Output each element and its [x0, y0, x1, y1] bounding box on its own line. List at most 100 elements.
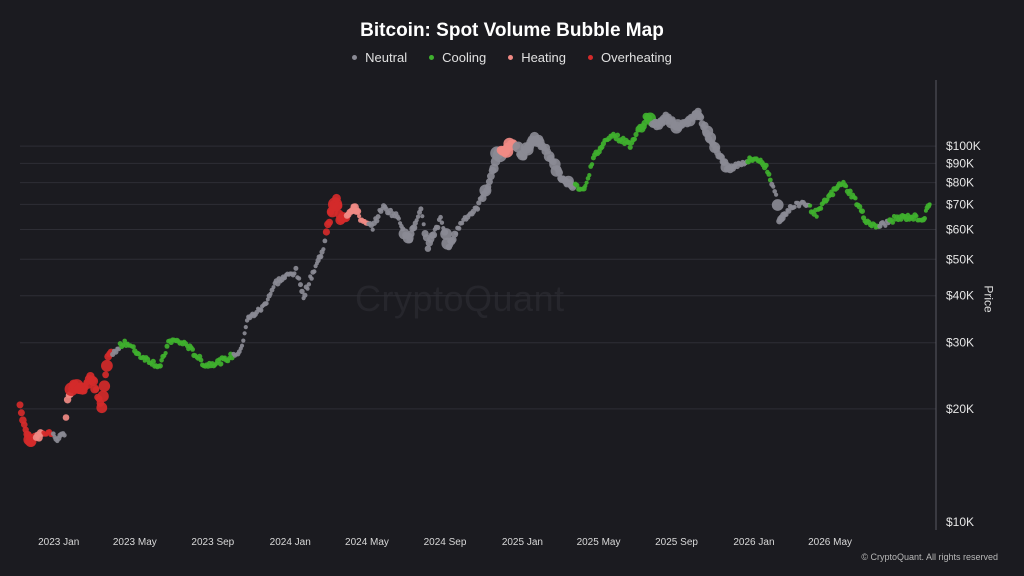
- bubble-cooling: [150, 358, 156, 365]
- bubble-cooling: [922, 216, 927, 221]
- legend-marker-neutral: [352, 55, 358, 60]
- bubble-cooling: [627, 144, 633, 150]
- bubble-neutral: [883, 223, 888, 228]
- bubble-cooling: [914, 213, 919, 219]
- bubble-overheating: [333, 201, 343, 211]
- bubble-neutral: [268, 291, 273, 296]
- bubble-neutral: [429, 231, 438, 239]
- legend-marker-overheating: [588, 55, 593, 60]
- bubble-overheating: [16, 401, 24, 409]
- bubble-neutral: [697, 113, 705, 121]
- bubble-heating: [357, 214, 362, 219]
- bubble-neutral: [420, 214, 425, 219]
- bubble-neutral: [375, 214, 381, 220]
- y-tick-label: $10K: [946, 515, 974, 529]
- y-axis-title: Price: [981, 285, 996, 313]
- bubble-neutral: [474, 206, 481, 212]
- bubble-neutral: [445, 243, 452, 251]
- bubble-neutral: [774, 192, 779, 197]
- bubble-overheating: [325, 218, 333, 226]
- bubble-neutral: [305, 286, 310, 291]
- bubble-cooling: [814, 214, 819, 219]
- bubble-neutral: [470, 208, 477, 215]
- bubble-neutral: [293, 265, 299, 271]
- y-tick-label: $60K: [946, 223, 974, 237]
- bubble-points: [16, 107, 932, 447]
- bubble-overheating: [97, 390, 109, 402]
- bubble-heating: [62, 414, 70, 421]
- legend-label-cooling: Cooling: [442, 50, 487, 65]
- bubble-cooling: [766, 171, 772, 177]
- bubble-neutral: [555, 168, 563, 177]
- bubble-cooling: [163, 351, 168, 356]
- x-tick-label: 2026 Jan: [733, 537, 774, 548]
- bubble-neutral: [415, 214, 421, 219]
- bubble-overheating: [332, 193, 341, 203]
- x-tick-label: 2023 Jan: [38, 537, 79, 548]
- watermark: CryptoQuant: [355, 278, 565, 319]
- bubble-neutral: [265, 297, 270, 302]
- bubble-neutral: [418, 206, 424, 212]
- legend-label-heating: Heating: [521, 50, 566, 65]
- legend-item-cooling[interactable]: Cooling: [429, 50, 486, 65]
- bubble-neutral: [424, 245, 432, 252]
- bubble-neutral: [62, 433, 67, 438]
- bubble-neutral: [406, 236, 413, 244]
- bubble-neutral: [435, 224, 441, 231]
- bubble-neutral: [449, 236, 457, 244]
- bubble-neutral: [512, 141, 524, 153]
- bubble-neutral: [312, 269, 317, 274]
- bubble-cooling: [847, 188, 853, 194]
- chart-title: Bitcoin: Spot Volume Bubble Map: [360, 20, 664, 41]
- bubble-cooling: [890, 220, 895, 225]
- bubble-cooling: [633, 131, 639, 138]
- bubble-cooling: [218, 361, 224, 367]
- x-tick-label: 2024 Sep: [424, 537, 467, 548]
- axes: $10K $20K $30K $40K $50K $60K $70K $80K $90K $100…: [38, 80, 981, 548]
- bubble-cooling: [130, 344, 136, 350]
- legend-label-overheating: Overheating: [601, 50, 672, 65]
- bubble-neutral: [242, 331, 247, 336]
- y-tick-label: $100K: [946, 139, 981, 153]
- grid-lines: [20, 145, 936, 410]
- bubble-cooling: [122, 338, 127, 344]
- bubble-cooling: [615, 132, 621, 138]
- bubble-cooling: [164, 343, 170, 349]
- bubble-overheating: [96, 402, 108, 414]
- y-tick-label: $80K: [946, 176, 974, 190]
- legend: Neutral Cooling Heating Overheating: [0, 50, 1024, 65]
- bubble-neutral: [440, 228, 452, 240]
- bubble-neutral: [410, 224, 418, 232]
- bubble-neutral: [321, 247, 326, 252]
- legend-item-overheating[interactable]: Overheating: [588, 50, 672, 65]
- bubble-overheating: [101, 359, 113, 372]
- copyright-notice: © CryptoQuant. All rights reserved: [861, 552, 998, 562]
- bubble-cooling: [763, 162, 769, 169]
- bubble-overheating: [21, 421, 28, 429]
- bubble-neutral: [414, 218, 419, 223]
- bubble-neutral: [421, 222, 426, 227]
- bubble-neutral: [407, 230, 415, 238]
- bubble-cooling: [137, 351, 142, 357]
- bubble-overheating: [88, 376, 99, 387]
- bubble-neutral: [388, 207, 393, 213]
- bubble-cooling: [632, 136, 637, 142]
- y-tick-label: $50K: [946, 252, 974, 266]
- bubble-neutral: [771, 199, 784, 211]
- bubble-cooling: [853, 196, 858, 201]
- bubble-neutral: [438, 214, 443, 220]
- bubble-cooling: [927, 202, 932, 207]
- bubble-neutral: [264, 301, 269, 306]
- bubble-neutral: [241, 338, 246, 343]
- y-tick-label: $90K: [946, 156, 974, 170]
- bubble-neutral: [771, 184, 776, 189]
- bubble-cooling: [583, 183, 588, 189]
- bubble-neutral: [792, 205, 797, 209]
- bubble-neutral: [296, 276, 302, 281]
- bubble-neutral: [239, 343, 245, 348]
- bubble-neutral: [459, 221, 465, 226]
- legend-item-neutral[interactable]: Neutral: [352, 50, 407, 65]
- bubble-neutral: [302, 292, 308, 298]
- bubble-overheating: [17, 409, 25, 417]
- legend-item-heating[interactable]: Heating: [508, 50, 566, 65]
